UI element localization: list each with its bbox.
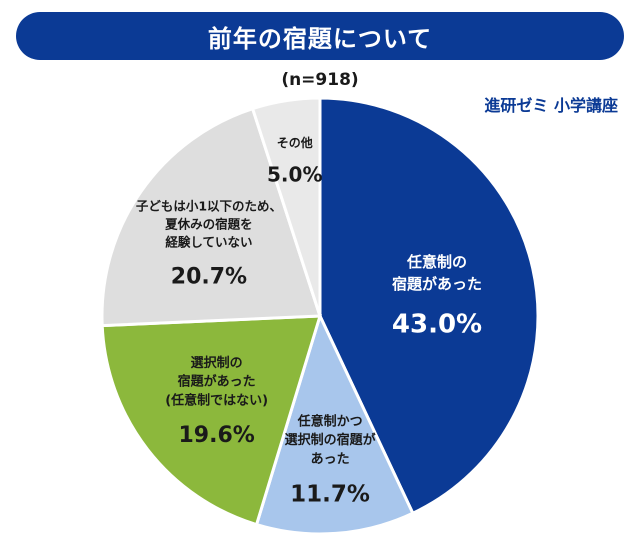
slice-value-4: 5.0% <box>267 162 322 186</box>
sample-size: (n=918) <box>281 70 359 90</box>
slice-label-4-line-0: その他 <box>277 135 313 150</box>
slice-label-3-line-1: 夏休みの宿題を <box>164 216 253 231</box>
slice-label-2-line-2: (任意制ではない) <box>165 393 268 409</box>
pie-slice-3 <box>100 106 323 328</box>
pie-slice-0 <box>318 96 540 516</box>
slice-label-1-line-2: あった <box>311 452 350 467</box>
slice-label-2-line-1: 宿題があった <box>178 374 256 390</box>
pie-slice-4 <box>250 96 322 317</box>
slice-label-group-4: その他 5.0% <box>267 135 322 186</box>
slice-label-3-line-2: 経験していない <box>165 235 252 250</box>
pie-labels: 任意制の宿題があった43.0%任意制かつ選択制の宿題があった11.7%選択制の宿… <box>136 135 482 508</box>
slice-value-3: 20.7% <box>171 264 247 289</box>
slice-label-2-line-0: 選択制の <box>191 355 243 371</box>
slice-label-1-line-1: 選択制の宿題が <box>285 432 376 448</box>
slice-value-1: 11.7% <box>290 481 370 507</box>
pie-slice-1 <box>254 311 415 536</box>
slice-label-0-line-0: 任意制の <box>406 253 467 271</box>
slice-value-2: 19.6% <box>178 423 254 448</box>
slice-value-0: 43.0% <box>392 310 482 340</box>
pie-slices <box>100 96 540 536</box>
title-bar: 前年の宿題について <box>16 12 624 60</box>
slice-label-1-line-0: 任意制かつ <box>297 413 363 429</box>
brand-logo-text: 進研ゼミ 小学講座 <box>484 96 618 115</box>
slice-label-3-line-0: 子どもは小1以下のため、 <box>136 198 282 213</box>
pie-slice-2 <box>100 314 323 527</box>
chart-title: 前年の宿題について <box>207 24 433 53</box>
slice-label-0-line-1: 宿題があった <box>392 275 482 293</box>
